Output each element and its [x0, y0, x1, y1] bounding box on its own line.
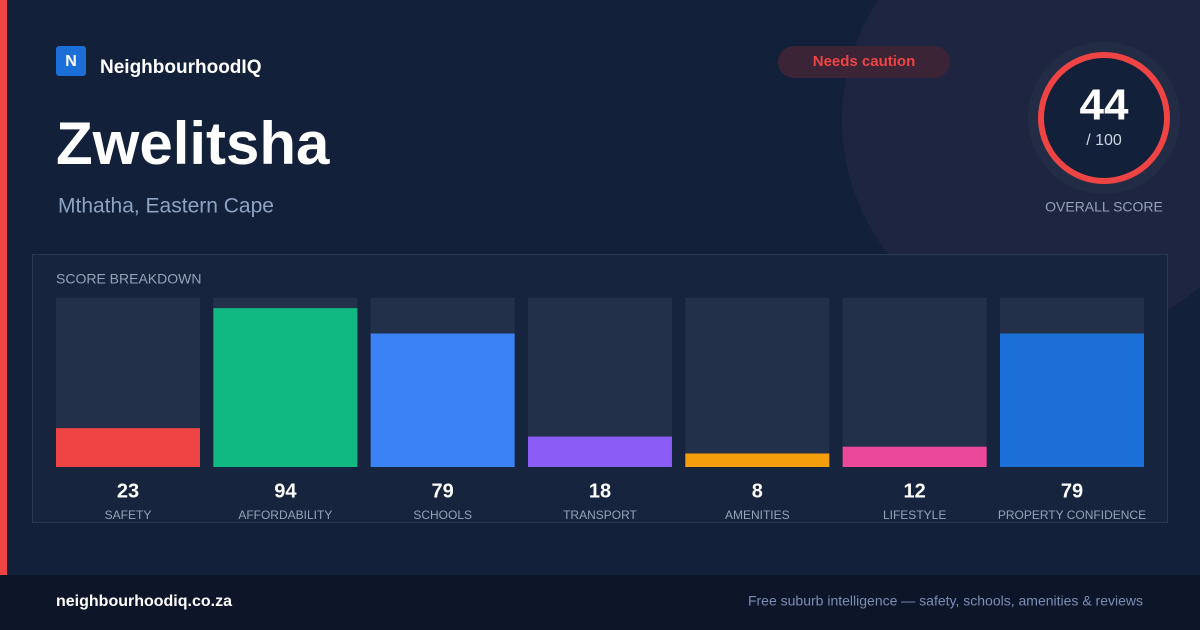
bar	[842, 446, 987, 467]
bar-value: 79	[1061, 480, 1083, 502]
bar-label: AMENITIES	[725, 508, 790, 522]
gauge-ring	[1038, 52, 1170, 184]
overall-label: OVERALL SCORE	[1045, 199, 1163, 215]
subtitle: Mthatha, Eastern Cape	[58, 195, 274, 218]
bar-value: 94	[274, 480, 297, 502]
bar-value: 18	[589, 480, 611, 502]
logo-letter: N	[65, 53, 77, 70]
bar-value: 23	[117, 480, 139, 502]
overall-score: 44	[1080, 81, 1129, 130]
bar	[370, 333, 515, 467]
bar-track	[685, 298, 830, 467]
footer-tagline: Free suburb intelligence — safety, schoo…	[748, 593, 1143, 609]
title: Zwelitsha	[56, 110, 330, 177]
bar-label: PROPERTY CONFIDENCE	[998, 508, 1146, 522]
bar	[685, 453, 830, 467]
bar-value: 79	[432, 480, 454, 502]
bar	[999, 333, 1144, 467]
accent-stripe	[0, 0, 7, 575]
bar	[527, 436, 672, 467]
bar-track	[842, 298, 987, 467]
overall-max: / 100	[1086, 132, 1122, 149]
bar-value: 8	[752, 480, 763, 502]
bar-label: SAFETY	[105, 508, 152, 522]
logo	[56, 46, 86, 76]
breakdown-title: SCORE BREAKDOWN	[56, 271, 201, 287]
footer	[0, 575, 1200, 630]
bar-label: LIFESTYLE	[883, 508, 946, 522]
footer-site: neighbourhoodiq.co.za	[56, 593, 232, 610]
bar-label: TRANSPORT	[563, 508, 637, 522]
badge	[778, 46, 950, 78]
bar	[56, 428, 200, 467]
bar-label: SCHOOLS	[413, 508, 472, 522]
bar-value: 12	[904, 480, 926, 502]
bar	[213, 308, 358, 467]
brand-name: NeighbourhoodIQ	[100, 57, 261, 78]
bar-label: AFFORDABILITY	[238, 508, 332, 522]
badge-text: Needs caution	[813, 53, 916, 70]
